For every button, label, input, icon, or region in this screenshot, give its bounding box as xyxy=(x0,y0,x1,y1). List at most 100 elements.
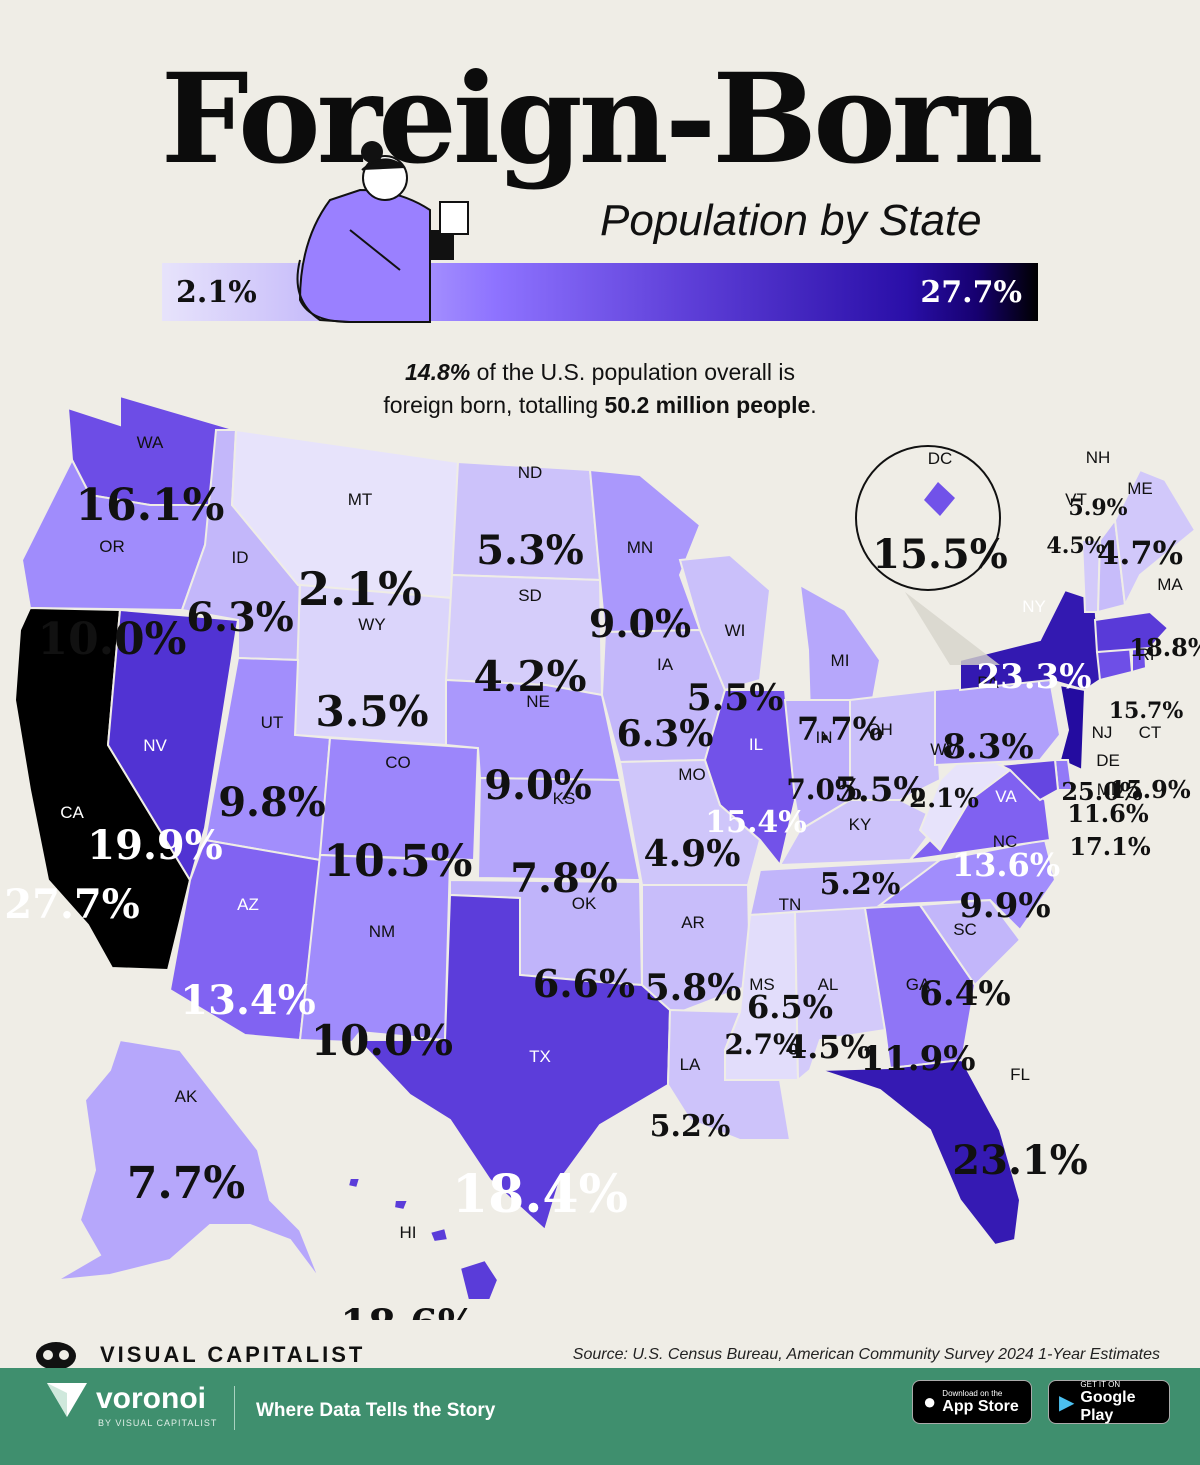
state-abbr-ky: KY xyxy=(849,815,872,834)
state-value-nc: 9.9% xyxy=(959,886,1050,926)
summary-end: . xyxy=(810,392,817,418)
state-shape-co xyxy=(318,736,480,862)
state-abbr-de: DE xyxy=(1096,751,1120,770)
state-value-sd: 4.2% xyxy=(474,652,587,701)
state-shape-tx xyxy=(355,893,672,1232)
page-title: Foreign-Born xyxy=(160,47,1044,192)
voronoi-logo-icon xyxy=(47,1383,87,1417)
state-value-wi: 5.5% xyxy=(687,677,784,719)
state-abbr-mo: MO xyxy=(678,765,705,784)
state-value-fl: 23.1% xyxy=(952,1137,1087,1184)
visual-capitalist-logo-icon xyxy=(36,1342,76,1370)
state-abbr-oh: OH xyxy=(867,720,893,739)
google-play-button[interactable]: ▶ GET IT ON Google Play xyxy=(1048,1380,1170,1424)
state-abbr-nc: NC xyxy=(993,832,1018,851)
state-value-nm: 10.0% xyxy=(311,1016,453,1065)
state-abbr-la: LA xyxy=(680,1055,701,1074)
state-abbr-nv: NV xyxy=(143,736,167,755)
state-abbr-fl: FL xyxy=(1010,1065,1030,1084)
state-abbr-ri: RI xyxy=(1138,645,1155,664)
state-value-dc: 15.5% xyxy=(872,531,1007,578)
state-abbr-me: ME xyxy=(1127,479,1153,498)
state-shape-oh xyxy=(849,688,942,801)
state-abbr-ut: UT xyxy=(261,713,284,732)
state-value-ar: 5.8% xyxy=(645,967,742,1009)
state-value-tn: 6.5% xyxy=(747,988,833,1026)
state-shape-dc xyxy=(924,482,955,516)
state-shape-mi xyxy=(798,583,882,716)
state-abbr-vt: VT xyxy=(1065,490,1087,509)
state-value-pa: 8.3% xyxy=(942,727,1033,767)
state-value-il: 15.4% xyxy=(705,805,807,840)
state-abbr-wa: WA xyxy=(137,433,164,452)
state-abbr-az: AZ xyxy=(237,895,259,914)
state-value-co: 10.5% xyxy=(324,836,473,887)
state-abbr-ia: IA xyxy=(657,655,674,674)
state-value-wy: 3.5% xyxy=(316,687,429,736)
person-icon xyxy=(296,141,469,323)
state-value-nd: 5.3% xyxy=(476,527,584,574)
state-value-az: 13.4% xyxy=(180,977,315,1024)
state-abbr-nm: NM xyxy=(369,922,395,941)
person-illustration xyxy=(296,141,469,323)
state-value-nj: 25.0% xyxy=(1061,777,1142,806)
state-value-ms: 2.7% xyxy=(724,1028,799,1061)
state-value-in: 7.0% xyxy=(786,773,861,806)
state-abbr-tx: TX xyxy=(529,1047,551,1066)
state-abbr-dc: DC xyxy=(928,449,953,468)
state-value-ny: 23.3% xyxy=(976,657,1091,697)
state-abbr-ga: GA xyxy=(906,975,931,994)
summary-text: 14.8% of the U.S. population overall is … xyxy=(300,356,900,422)
state-abbr-al: AL xyxy=(818,975,839,994)
state-abbr-wv: WV xyxy=(930,740,958,759)
play-small: GET IT ON xyxy=(1080,1379,1121,1389)
state-value-nh: 5.9% xyxy=(1068,495,1127,521)
state-abbr-nj: NJ xyxy=(1092,723,1113,742)
state-shape-me xyxy=(1113,468,1197,609)
state-value-ma: 18.8% xyxy=(1129,633,1200,662)
app-store-label: App Store xyxy=(942,1397,1019,1415)
state-abbr-mt: MT xyxy=(348,490,373,509)
app-store-button[interactable]: ● Download on the App Store xyxy=(912,1380,1032,1424)
state-abbr-nh: NH xyxy=(1086,448,1111,467)
state-abbr-sc: SC xyxy=(953,920,977,939)
voronoi-brand: voronoi xyxy=(96,1382,206,1415)
state-abbr-co: CO xyxy=(385,753,411,772)
state-abbr-ct: CT xyxy=(1139,723,1162,742)
state-value-me: 4.7% xyxy=(1097,534,1183,572)
state-abbr-tn: TN xyxy=(779,895,802,914)
state-shape-nc xyxy=(876,838,1057,932)
state-value-sc: 6.4% xyxy=(919,974,1010,1014)
state-abbr-mi: MI xyxy=(831,651,850,670)
state-value-al: 4.5% xyxy=(785,1028,871,1066)
state-value-wv: 2.1% xyxy=(909,784,979,814)
state-value-va: 13.6% xyxy=(952,846,1060,884)
state-shape-mn xyxy=(588,468,702,634)
state-abbr-ks: KS xyxy=(553,789,576,808)
state-shape-nv xyxy=(106,608,240,883)
state-value-hi: 18.6% xyxy=(340,1301,475,1320)
state-value-or: 10.0% xyxy=(38,614,187,665)
state-abbr-pa: PA xyxy=(977,673,999,692)
state-abbr-ak: AK xyxy=(175,1087,198,1106)
source-note: Source: U.S. Census Bureau, American Com… xyxy=(572,1346,1160,1363)
state-value-ga: 11.9% xyxy=(860,1039,975,1079)
footer-divider xyxy=(234,1386,235,1430)
state-value-ky: 5.2% xyxy=(820,867,901,902)
state-shape-hi xyxy=(346,1177,500,1301)
summary-pct: 14.8% xyxy=(405,359,471,385)
state-abbr-ca: CA xyxy=(60,803,84,822)
state-value-ak: 7.7% xyxy=(127,1158,245,1209)
state-shape-ks xyxy=(476,776,642,882)
play-label: Google Play xyxy=(1080,1388,1136,1424)
state-value-id: 6.3% xyxy=(186,594,294,641)
state-value-ne: 9.0% xyxy=(484,762,592,809)
state-value-ia: 6.3% xyxy=(617,713,714,755)
us-map: WA 16.1% OR 10.0% CA 27.7% NV 19.9% ID 6.3% MT 2.1%… xyxy=(4,394,1200,1320)
state-shape-ct xyxy=(1095,646,1134,682)
state-abbr-il: IL xyxy=(749,735,763,754)
state-abbr-ar: AR xyxy=(681,913,705,932)
state-abbr-hi: HI xyxy=(400,1223,417,1242)
state-abbr-wi: WI xyxy=(725,621,746,640)
summary-part1: of the U.S. population overall is xyxy=(470,359,795,385)
